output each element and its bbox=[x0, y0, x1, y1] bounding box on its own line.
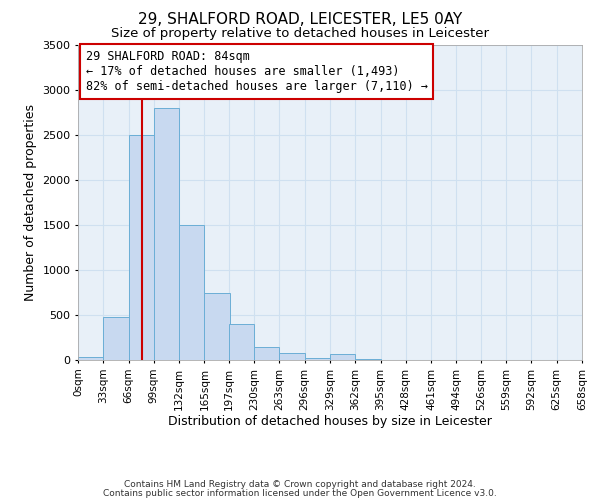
Text: Contains HM Land Registry data © Crown copyright and database right 2024.: Contains HM Land Registry data © Crown c… bbox=[124, 480, 476, 489]
Bar bbox=[229, 324, 254, 360]
Text: 29 SHALFORD ROAD: 84sqm
← 17% of detached houses are smaller (1,493)
82% of semi: 29 SHALFORD ROAD: 84sqm ← 17% of detache… bbox=[86, 50, 428, 92]
Y-axis label: Number of detached properties: Number of detached properties bbox=[23, 104, 37, 301]
Bar bbox=[78, 358, 103, 360]
Text: 29, SHALFORD ROAD, LEICESTER, LE5 0AY: 29, SHALFORD ROAD, LEICESTER, LE5 0AY bbox=[138, 12, 462, 28]
Bar bbox=[280, 353, 305, 360]
X-axis label: Distribution of detached houses by size in Leicester: Distribution of detached houses by size … bbox=[168, 416, 492, 428]
Bar bbox=[103, 317, 128, 360]
Text: Contains public sector information licensed under the Open Government Licence v3: Contains public sector information licen… bbox=[103, 488, 497, 498]
Bar bbox=[154, 108, 179, 360]
Bar bbox=[355, 359, 380, 360]
Bar bbox=[128, 135, 154, 360]
Bar bbox=[330, 354, 355, 360]
Bar bbox=[305, 358, 330, 360]
Bar bbox=[254, 346, 280, 360]
Bar bbox=[205, 292, 230, 360]
Bar bbox=[179, 225, 205, 360]
Text: Size of property relative to detached houses in Leicester: Size of property relative to detached ho… bbox=[111, 28, 489, 40]
